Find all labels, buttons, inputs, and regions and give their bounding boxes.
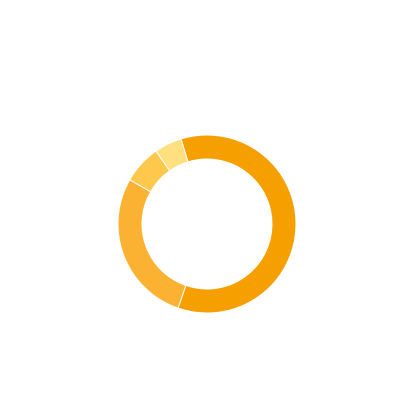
slice — [155, 138, 189, 172]
slice — [117, 179, 187, 309]
slice — [177, 134, 297, 314]
